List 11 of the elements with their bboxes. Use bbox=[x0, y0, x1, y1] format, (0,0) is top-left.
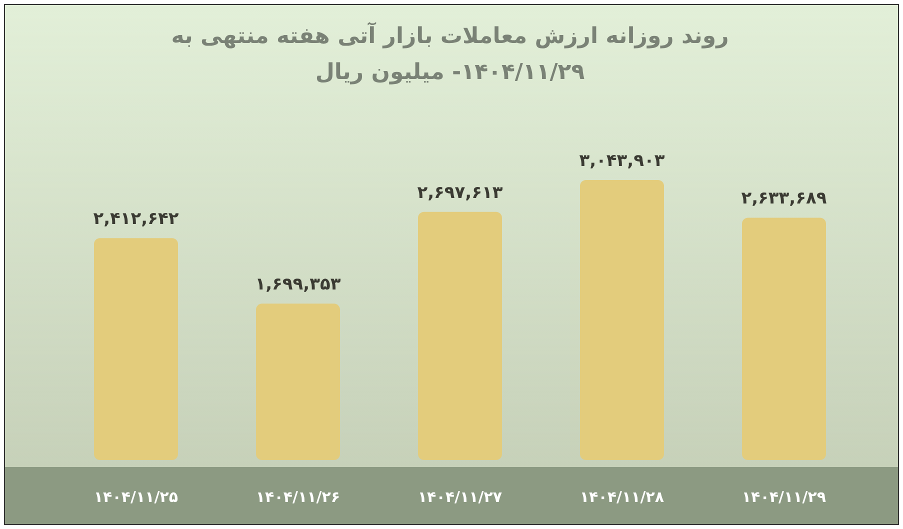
x-tick-label: ۱۴۰۴/۱۱/۲۵ bbox=[94, 488, 178, 506]
x-tick-label: ۱۴۰۴/۱۱/۲۶ bbox=[256, 488, 340, 506]
data-label: ۲,۴۱۲,۶۴۲ bbox=[93, 209, 180, 230]
data-label: ۲,۶۹۷,۶۱۳ bbox=[417, 182, 504, 203]
data-label: ۱,۶۹۹,۳۵۳ bbox=[255, 274, 342, 295]
x-tick-label: ۱۴۰۴/۱۱/۲۸ bbox=[580, 488, 664, 506]
x-tick-label: ۱۴۰۴/۱۱/۲۷ bbox=[418, 488, 502, 506]
chart-title: روند روزانه ارزش معاملات بازار آتی هفته منتهی به ۱۴۰۴/۱۱/۲۹- میلیون ریال bbox=[170, 21, 730, 87]
data-label: ۳,۰۴۳,۹۰۳ bbox=[579, 151, 666, 171]
data-label: ۲,۶۳۳,۶۸۹ bbox=[741, 188, 828, 209]
x-tick-label: ۱۴۰۴/۱۱/۲۹ bbox=[742, 488, 826, 506]
